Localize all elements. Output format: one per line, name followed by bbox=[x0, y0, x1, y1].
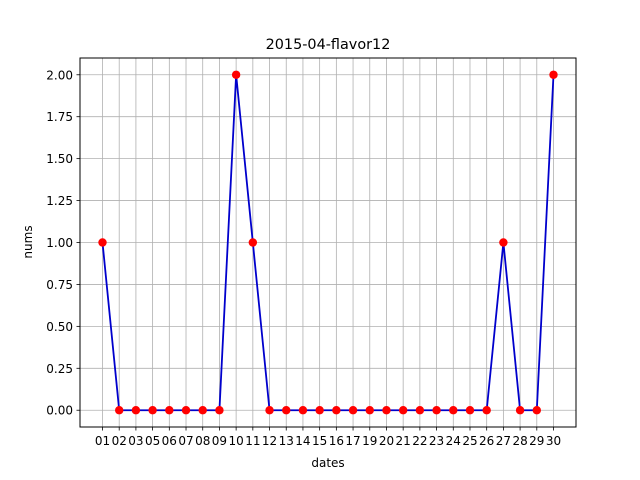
x-tick-label: 23 bbox=[429, 434, 444, 448]
data-point bbox=[315, 406, 324, 415]
markers-group bbox=[98, 70, 558, 415]
data-point bbox=[298, 406, 308, 415]
data-point bbox=[348, 406, 358, 415]
x-axis-ticks: 01 02 03 05 06 07 08 09 10 11 12 13 14 15 16 17 19 20 21 22… bbox=[95, 427, 561, 448]
y-tick-label: 0.50 bbox=[46, 320, 73, 334]
series-group bbox=[101, 73, 555, 412]
x-tick-label: 08 bbox=[195, 434, 210, 448]
y-tick-label: 0.75 bbox=[46, 278, 73, 292]
x-tick-label: 12 bbox=[262, 434, 277, 448]
x-tick-label: 14 bbox=[295, 434, 310, 448]
data-point bbox=[282, 406, 291, 415]
x-tick-label: 29 bbox=[529, 434, 544, 448]
y-axis-label: nums bbox=[21, 225, 35, 258]
data-point bbox=[98, 238, 107, 247]
x-tick-label: 27 bbox=[496, 434, 511, 448]
chart-title: 2015-04-flavor12 bbox=[266, 37, 391, 53]
data-point bbox=[449, 406, 458, 415]
data-point bbox=[148, 406, 157, 415]
x-tick-label: 09 bbox=[212, 434, 227, 448]
data-point bbox=[482, 406, 491, 415]
data-point bbox=[532, 406, 541, 415]
y-tick-label: 0.00 bbox=[46, 404, 73, 418]
x-tick-label: 06 bbox=[162, 434, 177, 448]
data-point bbox=[181, 406, 191, 415]
data-point bbox=[465, 406, 475, 415]
y-tick-label: 0.25 bbox=[46, 362, 73, 376]
data-point bbox=[115, 406, 124, 415]
x-tick-label: 11 bbox=[245, 434, 260, 448]
y-tick-label: 1.75 bbox=[46, 110, 73, 124]
y-tick-label: 1.00 bbox=[46, 236, 73, 250]
series-line bbox=[101, 73, 555, 412]
data-point bbox=[365, 406, 374, 415]
x-tick-label: 13 bbox=[279, 434, 294, 448]
y-tick-label: 1.50 bbox=[46, 152, 73, 166]
x-tick-label: 22 bbox=[412, 434, 427, 448]
x-tick-label: 28 bbox=[512, 434, 527, 448]
x-tick-label: 02 bbox=[112, 434, 127, 448]
x-tick-label: 07 bbox=[178, 434, 193, 448]
data-point bbox=[432, 406, 441, 415]
x-tick-label: 15 bbox=[312, 434, 327, 448]
data-point bbox=[415, 406, 425, 415]
x-tick-label: 10 bbox=[228, 434, 243, 448]
x-tick-label: 01 bbox=[95, 434, 110, 448]
x-tick-label: 03 bbox=[128, 434, 143, 448]
x-tick-label: 26 bbox=[479, 434, 494, 448]
data-point bbox=[382, 406, 391, 415]
x-axis-label: dates bbox=[311, 456, 344, 470]
data-point bbox=[515, 406, 525, 415]
data-point bbox=[248, 238, 258, 247]
x-tick-label: 16 bbox=[329, 434, 344, 448]
x-tick-label: 25 bbox=[462, 434, 477, 448]
data-point bbox=[198, 406, 207, 415]
data-point bbox=[215, 406, 224, 415]
x-tick-label: 05 bbox=[145, 434, 160, 448]
data-point bbox=[549, 70, 558, 79]
data-point bbox=[332, 406, 341, 415]
x-tick-label: 19 bbox=[362, 434, 377, 448]
x-tick-label: 30 bbox=[546, 434, 561, 448]
y-tick-label: 1.25 bbox=[46, 194, 73, 208]
y-axis-ticks: 0.00 0.25 0.50 0.75 1.00 1.25 1.50 1.75 2.00 bbox=[46, 68, 80, 418]
data-point bbox=[231, 70, 241, 79]
data-point bbox=[499, 238, 508, 247]
grid-lines bbox=[80, 58, 576, 427]
x-tick-label: 24 bbox=[446, 434, 461, 448]
data-point bbox=[398, 406, 408, 415]
y-tick-label: 2.00 bbox=[46, 68, 73, 82]
data-point bbox=[265, 406, 274, 415]
data-point bbox=[131, 406, 141, 415]
x-tick-label: 21 bbox=[396, 434, 411, 448]
x-tick-label: 17 bbox=[345, 434, 360, 448]
data-point bbox=[165, 406, 174, 415]
x-tick-label: 20 bbox=[379, 434, 394, 448]
